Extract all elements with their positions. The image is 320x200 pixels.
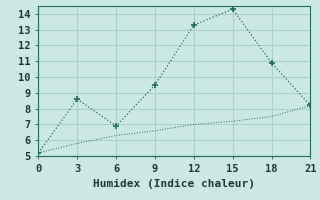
X-axis label: Humidex (Indice chaleur): Humidex (Indice chaleur) <box>93 179 255 189</box>
